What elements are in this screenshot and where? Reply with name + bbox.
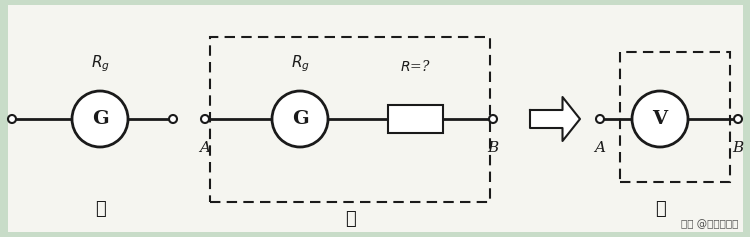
Text: $R_g$: $R_g$ [290, 53, 310, 74]
Text: $R_g$: $R_g$ [91, 53, 110, 74]
Text: B: B [488, 141, 499, 155]
Text: A: A [595, 141, 605, 155]
Text: 头条 @理性科普者: 头条 @理性科普者 [681, 219, 738, 229]
Text: V: V [652, 110, 668, 128]
Circle shape [8, 115, 16, 123]
Circle shape [272, 91, 328, 147]
Text: G: G [92, 110, 108, 128]
Text: B: B [732, 141, 743, 155]
Circle shape [734, 115, 742, 123]
Text: 甲: 甲 [94, 200, 105, 218]
Bar [388, 105, 442, 133]
Text: G: G [292, 110, 308, 128]
Bar [210, 37, 490, 202]
Text: 丙: 丙 [655, 200, 665, 218]
Circle shape [169, 115, 177, 123]
Circle shape [489, 115, 497, 123]
Text: 乙: 乙 [344, 210, 355, 228]
Text: A: A [200, 141, 211, 155]
Circle shape [596, 115, 604, 123]
Circle shape [201, 115, 209, 123]
Circle shape [72, 91, 128, 147]
Text: $R$=?: $R$=? [400, 59, 430, 74]
Polygon shape [530, 97, 580, 141]
Bar [620, 52, 730, 182]
Circle shape [632, 91, 688, 147]
